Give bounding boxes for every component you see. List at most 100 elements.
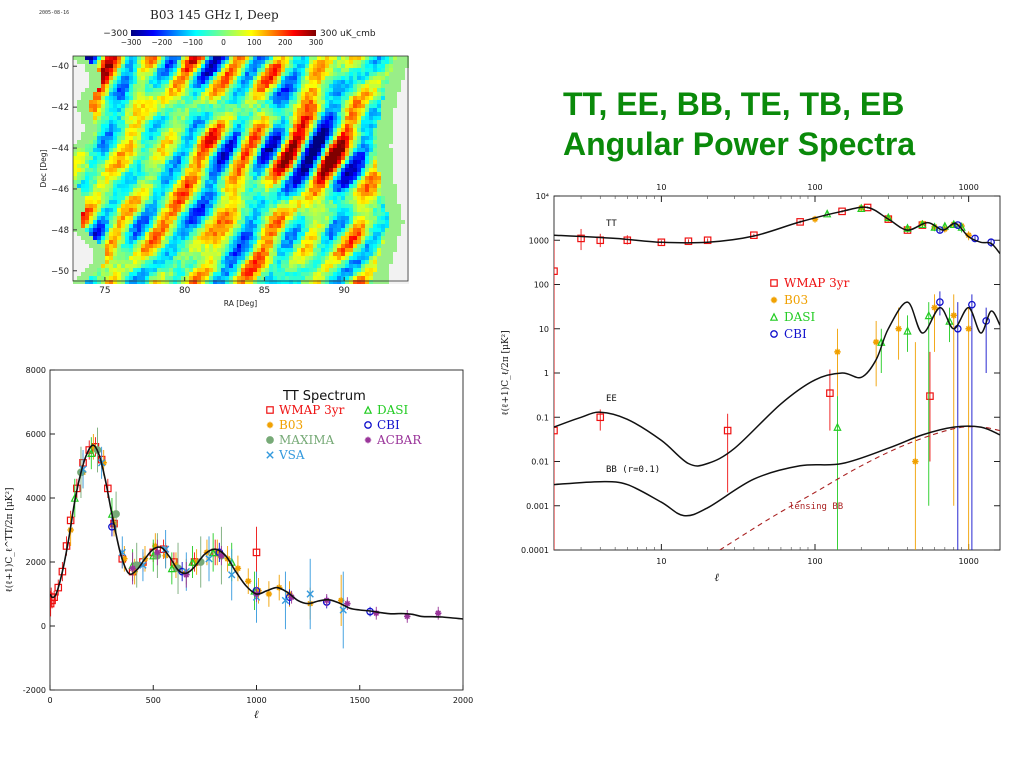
- map-pixel: [225, 272, 229, 276]
- map-pixel: [157, 252, 161, 256]
- map-pixel: [169, 276, 173, 280]
- map-pixel: [201, 200, 205, 204]
- map-pixel: [253, 272, 257, 276]
- map-pixel: [365, 160, 369, 164]
- map-pixel: [77, 200, 81, 204]
- map-pixel: [373, 152, 377, 156]
- map-pixel: [397, 132, 401, 136]
- tt-plot-area: [50, 427, 463, 649]
- map-pixel: [237, 156, 241, 160]
- map-pixel: [289, 60, 293, 64]
- map-pixel: [181, 96, 185, 100]
- map-pixel: [289, 216, 293, 220]
- map-pixel: [185, 200, 189, 204]
- map-pixel: [233, 120, 237, 124]
- map-pixel: [137, 272, 141, 276]
- map-pixel: [389, 92, 393, 96]
- map-pixel: [105, 180, 109, 184]
- map-pixel: [149, 164, 153, 168]
- map-pixel: [153, 160, 157, 164]
- map-pixel: [145, 96, 149, 100]
- map-pixel: [113, 88, 117, 92]
- map-pixel: [121, 164, 125, 168]
- map-pixel: [377, 236, 381, 240]
- map-pixel: [257, 76, 261, 80]
- map-pixel: [309, 120, 313, 124]
- map-pixel: [73, 148, 77, 152]
- map-pixel: [325, 88, 329, 92]
- map-pixel: [401, 228, 405, 232]
- map-pixel: [277, 136, 281, 140]
- map-pixel: [397, 108, 401, 112]
- map-pixel: [177, 152, 181, 156]
- map-pixel: [113, 268, 117, 272]
- map-pixel: [181, 228, 185, 232]
- map-pixel: [353, 180, 357, 184]
- map-pixel: [117, 100, 121, 104]
- map-pixel: [141, 256, 145, 260]
- map-pixel: [257, 180, 261, 184]
- map-pixel: [361, 232, 365, 236]
- map-pixel: [297, 180, 301, 184]
- map-pixel: [349, 104, 353, 108]
- map-pixel: [189, 172, 193, 176]
- map-pixel: [181, 244, 185, 248]
- map-pixel: [341, 236, 345, 240]
- map-pixel: [317, 80, 321, 84]
- map-pixel: [133, 120, 137, 124]
- map-pixel: [241, 208, 245, 212]
- map-pixel: [221, 112, 225, 116]
- map-pixel: [77, 148, 81, 152]
- map-pixel: [141, 276, 145, 280]
- map-pixel: [117, 272, 121, 276]
- map-pixel: [333, 144, 337, 148]
- map-pixel: [261, 164, 265, 168]
- map-pixel: [97, 120, 101, 124]
- map-pixel: [397, 172, 401, 176]
- map-pixel: [405, 268, 409, 272]
- map-pixel: [293, 244, 297, 248]
- map-pixel: [405, 60, 409, 64]
- map-pixel: [113, 144, 117, 148]
- map-pixel: [225, 192, 229, 196]
- map-pixel: [273, 88, 277, 92]
- map-pixel: [357, 168, 361, 172]
- map-pixel: [293, 276, 297, 280]
- map-pixel: [253, 268, 257, 272]
- map-pixel: [89, 116, 93, 120]
- map-pixel: [369, 88, 373, 92]
- map-pixel: [289, 144, 293, 148]
- map-pixel: [157, 92, 161, 96]
- map-pixel: [325, 196, 329, 200]
- map-pixel: [201, 272, 205, 276]
- map-pixel: [97, 180, 101, 184]
- map-pixel: [81, 144, 85, 148]
- map-pixel: [133, 156, 137, 160]
- map-pixel: [217, 244, 221, 248]
- map-pixel: [197, 244, 201, 248]
- map-pixel: [109, 148, 113, 152]
- map-pixel: [305, 124, 309, 128]
- map-pixel: [209, 180, 213, 184]
- map-pixel: [401, 56, 405, 60]
- map-pixel: [273, 144, 277, 148]
- map-pixel: [141, 224, 145, 228]
- map-pixel: [309, 68, 313, 72]
- map-pixel: [177, 228, 181, 232]
- map-pixel: [133, 128, 137, 132]
- map-pixel: [229, 240, 233, 244]
- map-pixel: [241, 240, 245, 244]
- map-pixel: [125, 88, 129, 92]
- map-pixel: [141, 204, 145, 208]
- map-pixel: [177, 232, 181, 236]
- map-pixel: [129, 188, 133, 192]
- map-pixel: [301, 76, 305, 80]
- map-pixel: [169, 164, 173, 168]
- map-pixel: [113, 132, 117, 136]
- map-pixel: [317, 120, 321, 124]
- map-pixel: [205, 180, 209, 184]
- map-pixel: [285, 168, 289, 172]
- map-pixel: [389, 236, 393, 240]
- colorbar-tick-label: 0: [221, 38, 226, 47]
- map-pixel: [229, 132, 233, 136]
